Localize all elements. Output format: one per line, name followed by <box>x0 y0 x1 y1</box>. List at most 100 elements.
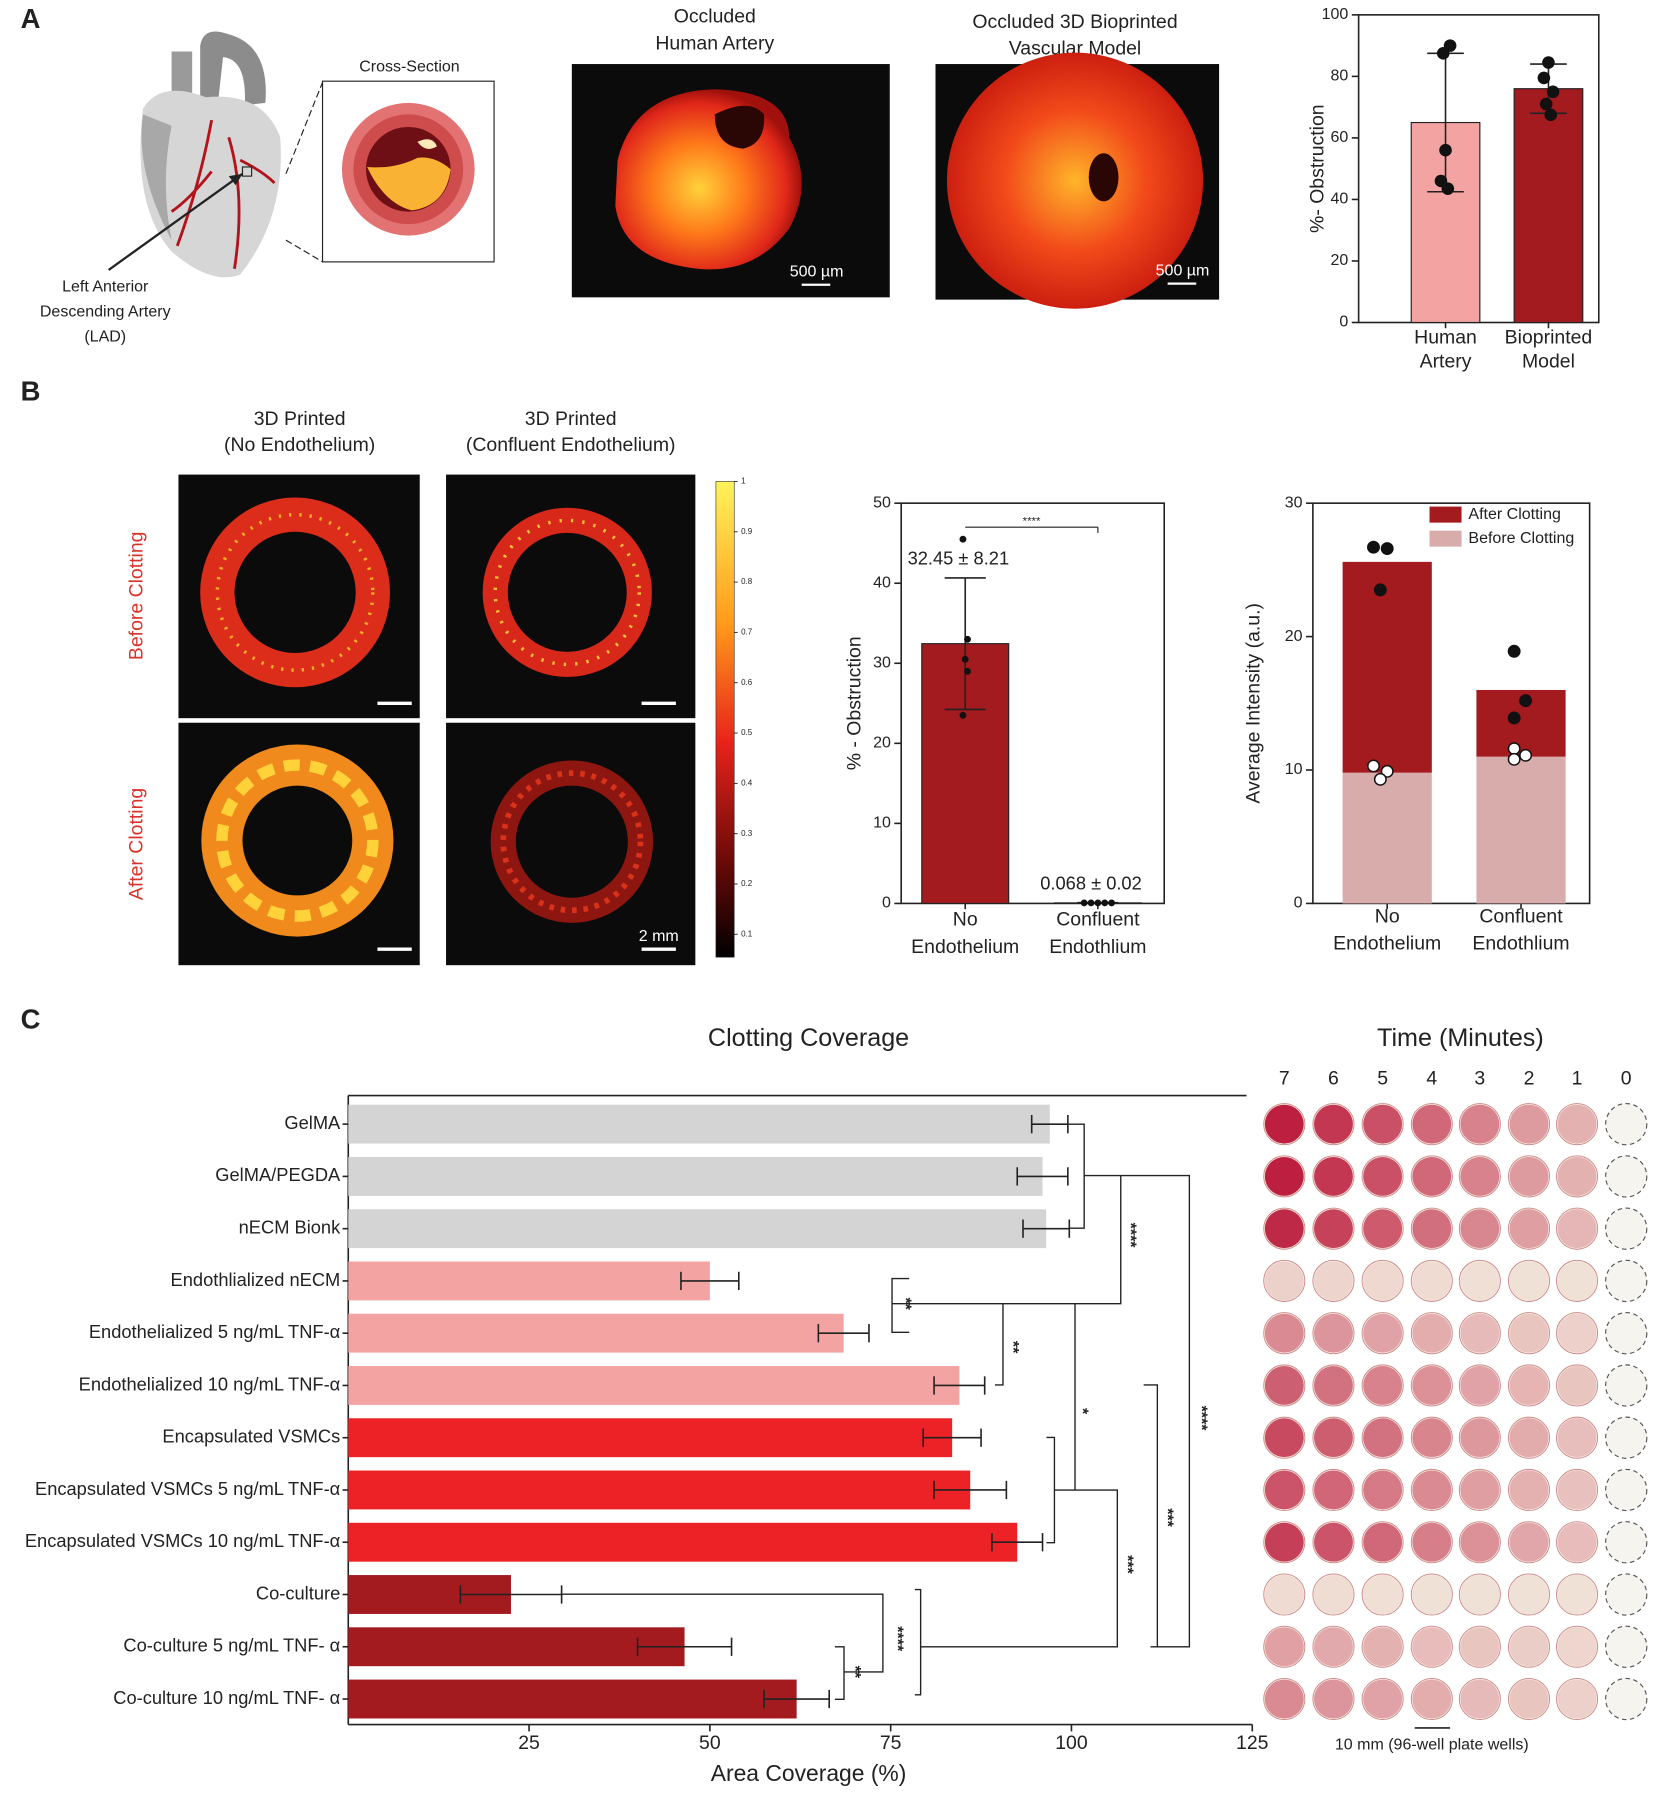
y-tick-label: Endothelialized 10 ng/mL TNF-α <box>79 1373 341 1394</box>
well-stain <box>1557 1313 1597 1353</box>
well <box>1361 1625 1404 1668</box>
plot-frame <box>1312 502 1591 905</box>
well <box>1312 1573 1355 1616</box>
x-tick-label: No <box>953 909 978 931</box>
significance-bracket <box>920 1489 1119 1648</box>
well <box>1458 1207 1501 1250</box>
time-label: 6 <box>1328 1068 1339 1090</box>
well-stain <box>1264 1209 1304 1249</box>
x-tick-label: Model <box>1522 351 1575 373</box>
well-stain <box>1412 1209 1452 1249</box>
well <box>1507 1312 1551 1355</box>
well <box>1556 1364 1599 1407</box>
ring-image <box>215 512 375 672</box>
time-label: 3 <box>1474 1068 1485 1090</box>
significance-label: **** <box>1122 1223 1139 1249</box>
bar <box>348 1627 685 1667</box>
data-point <box>964 635 971 643</box>
well-stain <box>1264 1522 1304 1562</box>
well-stain <box>1460 1209 1500 1249</box>
x-tick-label: Endothelium <box>1333 933 1441 955</box>
well-stain <box>1314 1470 1353 1510</box>
time-label: 1 <box>1572 1068 1583 1090</box>
colorbar-tick-label: 0.2 <box>741 879 753 888</box>
data-point <box>1108 899 1116 907</box>
well <box>1361 1573 1404 1616</box>
well-stain <box>1264 1470 1304 1510</box>
ring-image <box>500 770 644 914</box>
significance-bracket <box>891 1277 910 1333</box>
well-stain <box>1264 1679 1304 1719</box>
data-point <box>1436 47 1450 60</box>
well <box>1458 1573 1501 1616</box>
well <box>1556 1625 1599 1668</box>
bar <box>348 1679 797 1719</box>
y-tick-label: Encapsulated VSMCs 5 ng/mL TNF-α <box>35 1478 341 1499</box>
time-label: 2 <box>1524 1068 1535 1090</box>
y-tick-label: GelMA <box>284 1112 341 1133</box>
well <box>1556 1312 1599 1355</box>
well-stain <box>1509 1575 1549 1614</box>
y-axis-label: % - Obstruction <box>844 636 866 770</box>
cross-section-title: Cross-Section <box>359 59 459 76</box>
well <box>1605 1312 1648 1355</box>
data-point <box>1439 143 1452 157</box>
cross-section-illustration <box>341 102 475 236</box>
heart-illustration <box>108 31 324 278</box>
row-label: After Clotting <box>125 788 147 900</box>
data-point <box>1507 711 1521 725</box>
well-stain <box>1264 1575 1304 1614</box>
well <box>1605 1102 1648 1146</box>
colorbar-tick-label: 0.4 <box>741 778 753 787</box>
well <box>1556 1677 1599 1721</box>
bar <box>348 1470 971 1510</box>
well-stain <box>1460 1522 1500 1562</box>
well-stain <box>1264 1261 1304 1301</box>
image-title: Occluded <box>674 5 756 27</box>
well-stain <box>1412 1522 1452 1562</box>
well-stain <box>1557 1366 1597 1405</box>
significance-bracket <box>1143 1384 1159 1647</box>
y-tick-label: 0 <box>1339 314 1348 331</box>
well <box>1263 1312 1306 1355</box>
well-stain <box>1412 1313 1452 1353</box>
well-stain <box>1557 1522 1597 1562</box>
model-image <box>946 52 1204 309</box>
well <box>1410 1468 1453 1512</box>
well-stain <box>1363 1418 1403 1458</box>
value-label: 0.068 ± 0.02 <box>1040 872 1142 893</box>
data-point <box>1080 899 1088 907</box>
data-point <box>1367 759 1380 773</box>
y-tick-label: 20 <box>873 735 891 752</box>
x-tick-label: Confluent <box>1056 909 1140 931</box>
well-stain <box>1363 1156 1403 1196</box>
well <box>1507 1677 1551 1721</box>
ring-image <box>493 518 642 667</box>
y-tick-label: Co-culture 10 ng/mL TNF- α <box>113 1687 340 1708</box>
significance-label: **** <box>1193 1406 1210 1432</box>
significance-label: *** <box>1118 1555 1135 1574</box>
well-stain <box>1363 1470 1403 1510</box>
well-stain <box>1557 1104 1597 1144</box>
colorbar-tick-label: 0.5 <box>741 728 753 737</box>
model-lumen <box>1088 153 1119 202</box>
well <box>1507 1364 1551 1407</box>
x-axis-label: Area Coverage (%) <box>711 1760 907 1786</box>
colorbar-tick-label: 0.3 <box>741 829 753 838</box>
x-tick-label: 50 <box>699 1732 721 1754</box>
well <box>1556 1521 1599 1564</box>
well-stain <box>1460 1104 1500 1144</box>
well-stain <box>1363 1104 1403 1144</box>
data-point <box>1539 97 1553 111</box>
well-stain <box>1557 1575 1597 1614</box>
well-stain <box>1509 1418 1549 1458</box>
data-point <box>1373 772 1387 786</box>
well-stain <box>1460 1679 1500 1719</box>
bar <box>1513 88 1584 324</box>
lad-label: (LAD) <box>84 329 126 346</box>
colorbar-tick-label: 1 <box>741 477 746 486</box>
well <box>1605 1677 1648 1721</box>
well-stain <box>1509 1313 1549 1353</box>
colorbar-tick-label: 0.7 <box>741 628 753 637</box>
